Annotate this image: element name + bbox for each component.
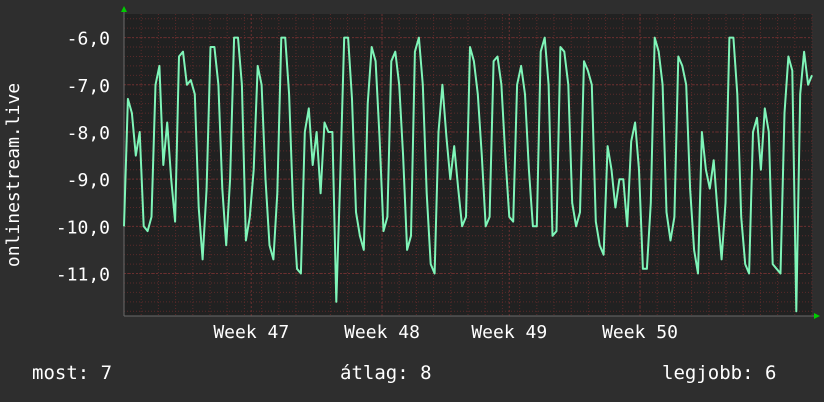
y-tick-label: -7,0 bbox=[67, 76, 110, 97]
y-tick-label: -10,0 bbox=[56, 217, 110, 238]
x-tick-label: Week 50 bbox=[602, 322, 678, 343]
x-axis-arrow bbox=[814, 313, 820, 319]
series-layer bbox=[123, 36, 813, 313]
series-line bbox=[123, 36, 813, 313]
tick-labels: -6,0 -7,0 -8,0 -9,0 -10,0 -11,0 Week 47 Week 48… bbox=[56, 29, 678, 343]
y-axis-arrow bbox=[121, 6, 127, 12]
y-tick-label: -6,0 bbox=[67, 29, 110, 50]
footer-average: átlag: 8 bbox=[340, 362, 432, 384]
footer-best: legjobb: 6 bbox=[662, 362, 777, 384]
x-tick-label: Week 48 bbox=[344, 322, 420, 343]
footer-current: most: 7 bbox=[32, 362, 113, 384]
axes bbox=[121, 6, 820, 319]
x-tick-label: Week 49 bbox=[471, 322, 547, 343]
y-tick-label: -9,0 bbox=[67, 170, 110, 191]
y-axis-label: onlinestream.live bbox=[3, 83, 24, 267]
x-tick-label: Week 47 bbox=[213, 322, 289, 343]
y-tick-label: -11,0 bbox=[56, 265, 110, 286]
y-tick-label: -8,0 bbox=[67, 123, 110, 144]
